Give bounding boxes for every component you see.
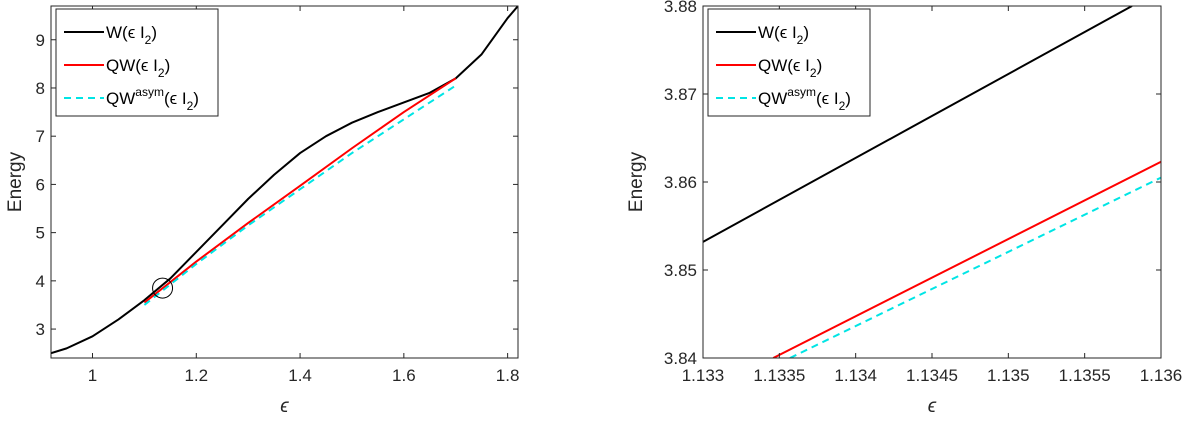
legend-text-base: QW(ϵ I xyxy=(106,56,158,75)
x-axis-label: ϵ xyxy=(280,396,289,417)
legend-text-end: ) xyxy=(165,56,171,75)
legend-text-base: W(ϵ I xyxy=(106,23,145,42)
legend-label-2: QW(ϵ I2) xyxy=(758,56,822,80)
series-line-3 xyxy=(789,176,1161,358)
legend-text-end: ) xyxy=(845,89,851,108)
legend-text-sup: asym xyxy=(135,85,164,99)
axes-box xyxy=(50,5,519,359)
legend-text-end: ) xyxy=(151,23,157,42)
series-line-3 xyxy=(143,84,457,306)
legend-text-end: ) xyxy=(193,89,199,108)
legend-text-sup: asym xyxy=(787,85,816,99)
y-tick-label: 3.84 xyxy=(664,349,697,368)
legend-text-end: ) xyxy=(817,56,823,75)
x-tick-label: 1.6 xyxy=(392,366,416,385)
annotation-circle xyxy=(152,277,174,299)
y-tick-label: 3.86 xyxy=(664,173,697,192)
legend-label-1: W(ϵ I2) xyxy=(758,23,809,47)
y-tick-label: 4 xyxy=(36,272,45,291)
y-tick-label: 7 xyxy=(36,127,45,146)
legend-text-sub: 2 xyxy=(810,66,817,80)
legend-text-sub: 2 xyxy=(187,99,194,113)
x-tick-label: 1.135 xyxy=(987,366,1030,385)
y-tick-label: 9 xyxy=(36,31,45,50)
legend-text-mid: (ϵ I xyxy=(816,89,839,108)
chart-panel-2: 1.133 1.1335 1.134 1.1345 1.135 1.1355 1.136 3.… xyxy=(626,0,1182,417)
legend-text-sub: 2 xyxy=(158,66,165,80)
x-tick-label: 1.2 xyxy=(184,366,208,385)
legend-text-base: QW xyxy=(106,89,135,108)
legend-label-3: QWasym(ϵ I2) xyxy=(106,85,199,113)
x-axis-label: ϵ xyxy=(928,396,937,417)
y-tick-label: 3.87 xyxy=(664,85,697,104)
x-tick-label: 1.8 xyxy=(496,366,520,385)
y-tick-label: 3.85 xyxy=(664,261,697,280)
x-tick-label: 1.4 xyxy=(288,366,312,385)
x-tick-label: 1.1355 xyxy=(1059,366,1111,385)
x-tick-label: 1.1335 xyxy=(753,366,805,385)
x-tick-label: 1.133 xyxy=(682,366,725,385)
legend-text-mid: (ϵ I xyxy=(164,89,187,108)
legend-text-sub: 2 xyxy=(797,33,804,47)
y-tick-label: 5 xyxy=(36,224,45,243)
y-axis-label: Energy xyxy=(5,151,26,212)
x-tick-label: 1 xyxy=(88,366,97,385)
x-tick-label: 1.134 xyxy=(834,366,877,385)
legend-label-2: QW(ϵ I2) xyxy=(106,56,170,80)
y-tick-label: 6 xyxy=(36,175,45,194)
y-tick-label: 3.88 xyxy=(664,0,697,16)
series-group xyxy=(51,6,518,355)
legend-text-end: ) xyxy=(803,23,809,42)
legend-text-base: W(ϵ I xyxy=(758,23,797,42)
series-line-2 xyxy=(143,77,457,304)
legend: W(ϵ I2)QW(ϵ I2)QWasym(ϵ I2) xyxy=(707,8,871,117)
legend-text-sub: 2 xyxy=(839,99,846,113)
legend-text-sub: 2 xyxy=(145,33,152,47)
legend-text-base: QW(ϵ I xyxy=(758,56,810,75)
series-line-1 xyxy=(703,6,1133,243)
y-tick-label: 3 xyxy=(36,320,45,339)
x-tick-label: 1.136 xyxy=(1140,366,1183,385)
legend: W(ϵ I2)QW(ϵ I2)QWasym(ϵ I2) xyxy=(55,8,219,117)
legend-text-base: QW xyxy=(758,89,787,108)
y-axis-label: Energy xyxy=(626,151,647,212)
legend-label-1: W(ϵ I2) xyxy=(106,23,157,47)
legend-label-3: QWasym(ϵ I2) xyxy=(758,85,851,113)
series-line-2 xyxy=(772,160,1161,358)
y-tick-label: 8 xyxy=(36,79,45,98)
series-group xyxy=(703,6,1161,358)
x-tick-label: 1.1345 xyxy=(906,366,958,385)
